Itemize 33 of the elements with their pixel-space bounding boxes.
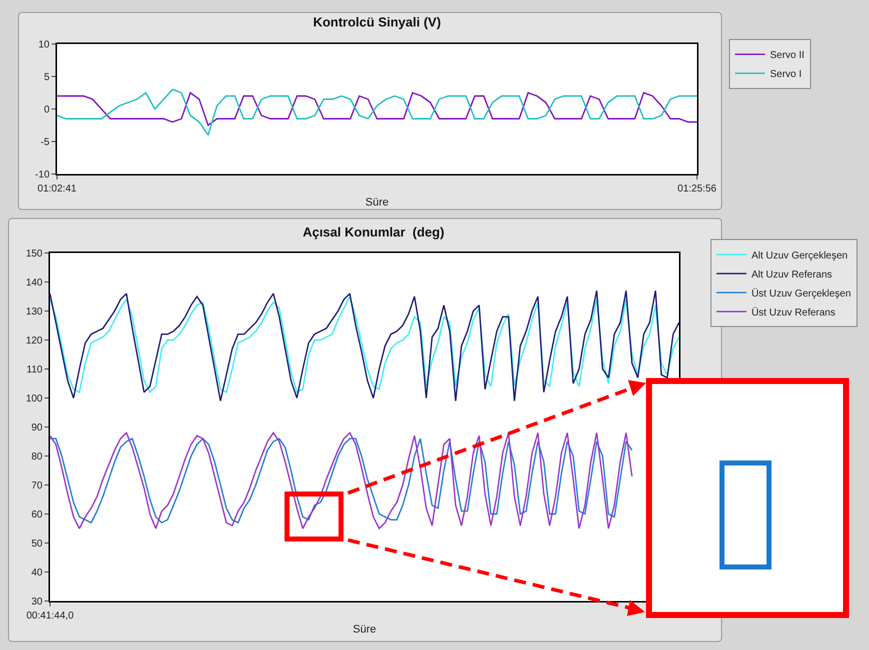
legend-label: Üst Uzuv Gerçekleşen (751, 287, 851, 300)
y-tick-label: 100 (26, 394, 43, 404)
y-tick-label: 80 (31, 452, 43, 462)
x-axis-title: Süre (365, 196, 389, 208)
legend-label: Alt Uzuv Referans (751, 269, 832, 280)
y-tick-label: 0 (44, 104, 50, 116)
y-tick-label: 60 (31, 510, 43, 520)
y-tick-label: 70 (31, 480, 43, 492)
x-tick-label: 00:41:44,0 (26, 610, 74, 622)
y-tick-label: -5 (40, 137, 50, 148)
legend-label: Alt Uzuv Gerçekleşen (751, 250, 848, 262)
legend-label: Servo II (770, 50, 804, 62)
y-tick-label: 5 (44, 72, 50, 83)
y-tick-label: 90 (31, 422, 43, 434)
x-tick-label: 01:02:41 (38, 184, 77, 194)
x-tick-label: 01:25:56 (678, 184, 717, 194)
line-series (57, 92, 697, 126)
legend-label: Servo I (770, 69, 802, 80)
y-tick-label: 130 (26, 306, 43, 318)
y-tick-label: 40 (31, 568, 43, 578)
y-tick-label: 50 (31, 538, 43, 550)
y-tick-label: 30 (31, 596, 43, 608)
y-tick-label: 10 (38, 40, 50, 50)
line-series (57, 88, 697, 136)
legend-label: Üst Uzuv Referans (751, 306, 836, 318)
y-tick-label: 150 (26, 248, 43, 260)
y-tick-label: -10 (35, 170, 50, 180)
chart-title: Açısal Konumlar (deg) (302, 224, 444, 240)
x-axis-title: Süre (352, 623, 376, 636)
y-tick-label: 120 (26, 336, 43, 346)
chart-title: Kontrolcü Sinyali (V) (313, 14, 441, 30)
y-tick-label: 140 (26, 278, 43, 288)
y-tick-label: 110 (26, 364, 43, 376)
